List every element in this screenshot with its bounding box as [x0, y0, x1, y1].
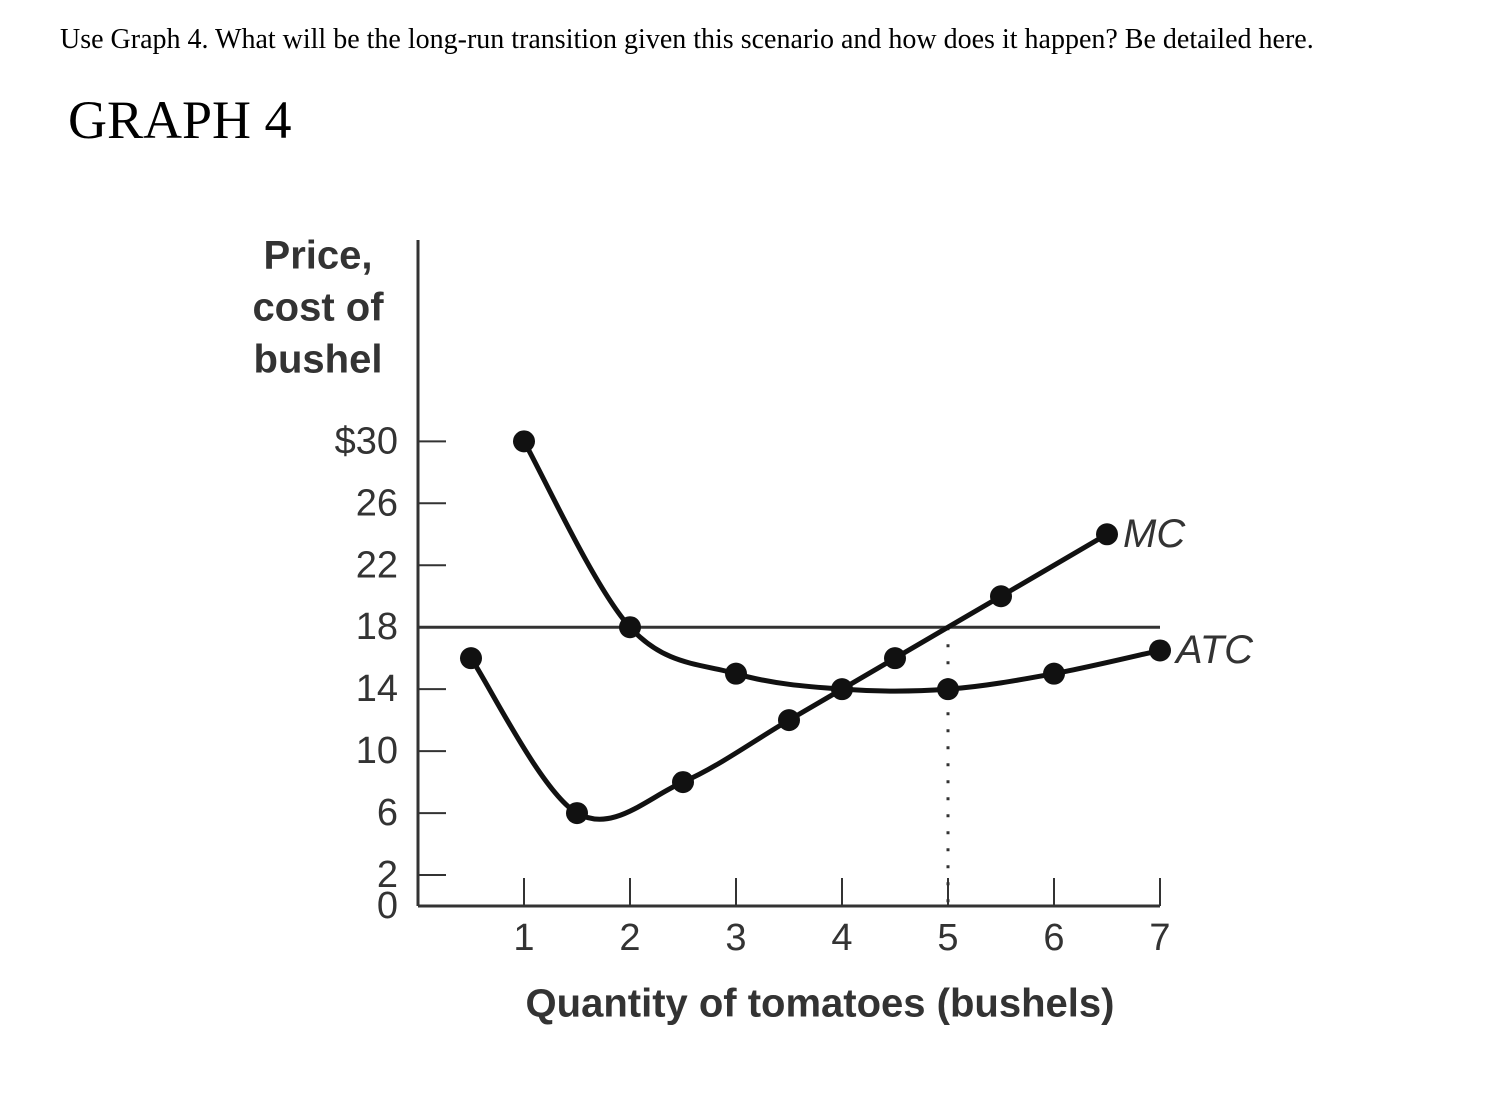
point: [1149, 639, 1171, 662]
y-tick-label: 26: [356, 482, 398, 524]
curve: [468, 532, 1109, 822]
x-axis-label: Quantity of tomatoes (bushels): [526, 982, 1115, 1026]
curve: [521, 440, 1161, 694]
point: [566, 802, 588, 825]
x-tick-label: 4: [831, 917, 852, 959]
question: Use Graph 4. What will be the long-run t…: [60, 24, 1314, 55]
point: [778, 709, 800, 732]
point: [513, 430, 535, 453]
point: [937, 678, 959, 701]
y-tick-label: 2: [377, 854, 398, 896]
x-tick-label: 5: [937, 917, 958, 959]
point: [460, 647, 482, 670]
point: [672, 771, 694, 794]
point: [1096, 523, 1118, 546]
point: [619, 616, 641, 639]
x-tick-label: 7: [1149, 917, 1170, 959]
x-tick-label: 2: [619, 917, 640, 959]
point: [831, 678, 853, 701]
y-axis-label: Price,: [264, 234, 373, 278]
series-label: MC: [1123, 512, 1186, 556]
y-tick-label: 0: [377, 885, 398, 927]
y-tick-label: 14: [356, 668, 398, 710]
heading: GRAPH 4: [68, 90, 292, 150]
y-tick-label: 10: [356, 730, 398, 772]
x-tick-label: 1: [513, 917, 534, 959]
point: [990, 585, 1012, 608]
y-tick-label: 18: [356, 606, 398, 648]
y-tick-label: 6: [377, 792, 398, 834]
y-tick-label: $30: [335, 420, 398, 462]
point: [725, 662, 747, 685]
point: [1043, 662, 1065, 685]
y-tick-label: 22: [356, 544, 398, 586]
x-tick-label: 3: [725, 917, 746, 959]
x-tick-label: 6: [1043, 917, 1064, 959]
y-axis-label: cost of: [252, 286, 384, 330]
y-axis-label: bushel: [254, 338, 383, 382]
point: [884, 647, 906, 670]
series-label: ATC: [1174, 628, 1254, 672]
